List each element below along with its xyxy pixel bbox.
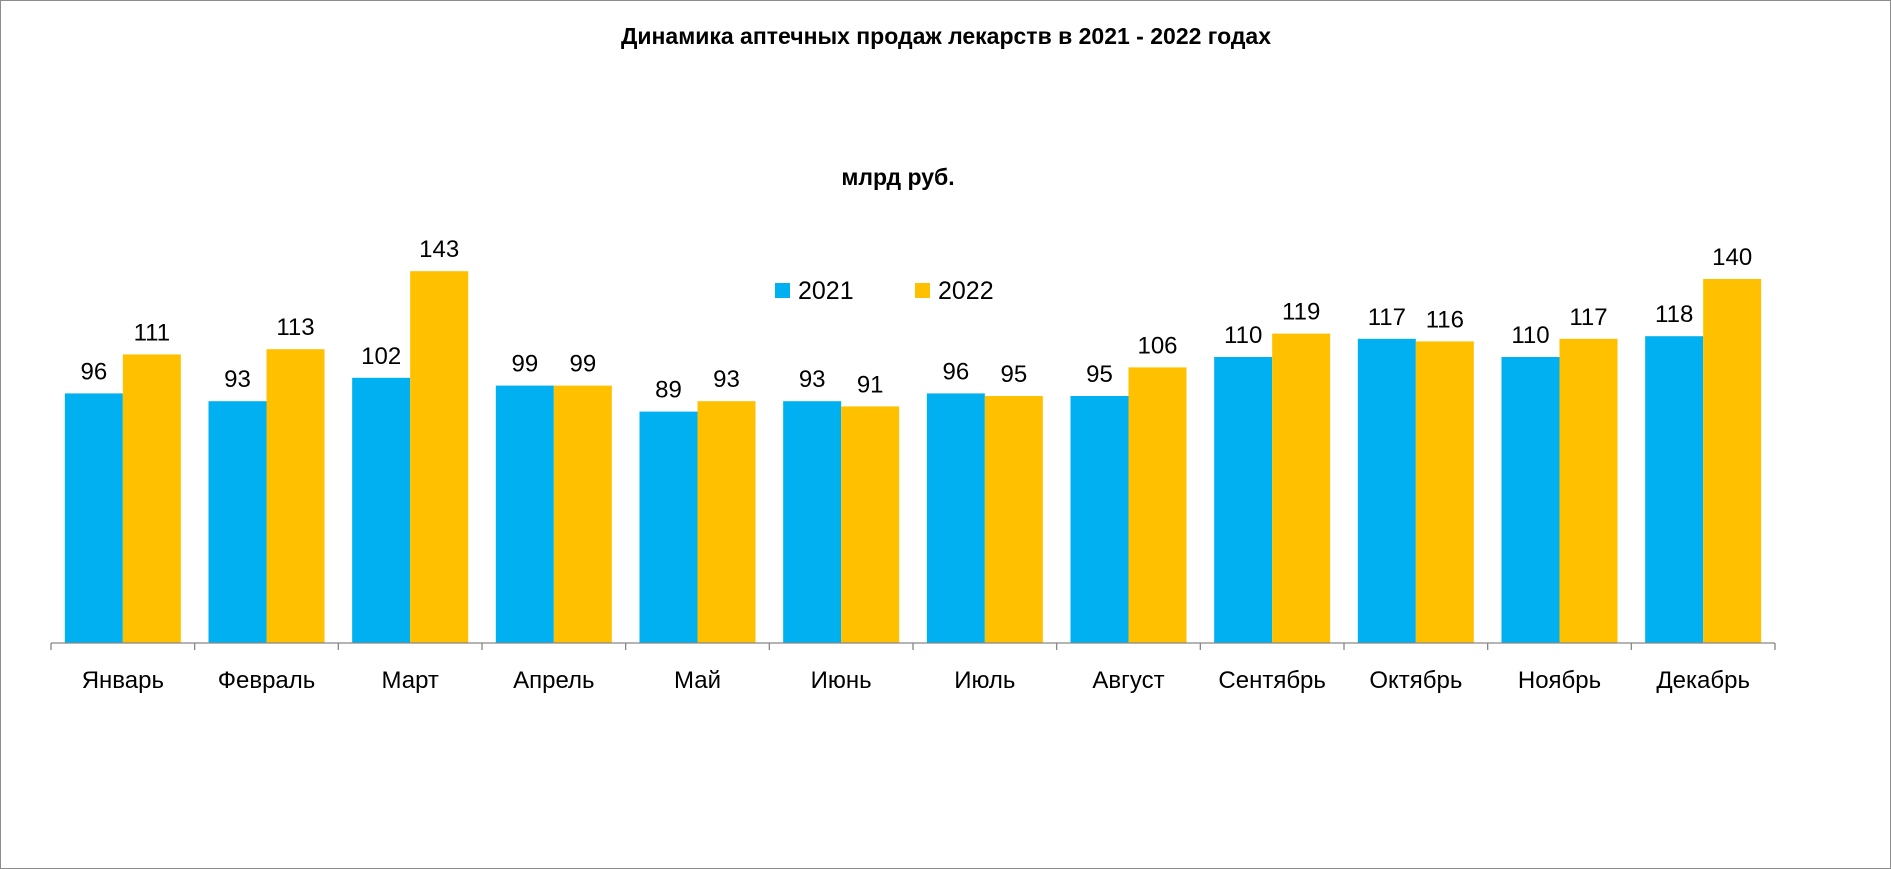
value-label-2022: 95 [1000, 361, 1027, 388]
legend-label-2022: 2022 [938, 277, 994, 305]
value-label-2022: 143 [419, 236, 459, 263]
legend-swatch-2022 [915, 283, 930, 298]
value-label-2022: 93 [713, 366, 740, 393]
value-label-2021: 95 [1086, 361, 1113, 388]
value-label-2021: 102 [361, 343, 401, 370]
x-tick-label: Май [674, 667, 721, 694]
bar-2021 [926, 393, 985, 643]
legend-swatch-2021 [775, 283, 790, 298]
value-label-2022: 119 [1282, 299, 1320, 326]
bar-2021 [1357, 338, 1416, 643]
chart-subtitle: млрд руб. [841, 164, 954, 190]
x-tick-label: Август [1092, 667, 1164, 694]
legend-label-2021: 2021 [798, 277, 854, 305]
chart-title: Динамика аптечных продаж лекарств в 2021… [621, 23, 1271, 49]
x-tick-label: Март [381, 667, 438, 694]
bar-2021 [208, 401, 267, 643]
value-label-2021: 110 [1511, 322, 1549, 349]
value-label-2022: 91 [857, 371, 884, 398]
bar-2022 [984, 396, 1043, 643]
value-label-2021: 118 [1655, 301, 1693, 328]
bar-2021 [1214, 357, 1273, 643]
x-tick-label: Октябрь [1369, 667, 1462, 694]
bar-2022 [410, 271, 469, 643]
value-label-2022: 113 [276, 314, 314, 341]
value-label-2022: 99 [569, 351, 596, 378]
bar-2021 [639, 411, 698, 643]
value-labels-group: 96 111 93 113 102 143 99 99 89 93 93 91 96 95 95 106 110… [80, 236, 1752, 403]
bar-2022 [1128, 367, 1187, 643]
value-label-2022: 117 [1569, 304, 1607, 331]
value-label-2021: 96 [80, 358, 107, 385]
x-tick-label: Апрель [513, 667, 594, 694]
value-label-2021: 89 [655, 377, 682, 404]
bar-2022 [697, 401, 756, 643]
bar-2021 [1501, 357, 1560, 643]
value-label-2021: 96 [942, 358, 969, 385]
x-tick-label: Февраль [218, 667, 316, 694]
bar-2021 [783, 401, 842, 643]
x-tick-label: Сентябрь [1218, 667, 1326, 694]
legend: 2021 2022 [775, 277, 994, 305]
x-tick-label: Ноябрь [1518, 667, 1601, 694]
value-label-2022: 106 [1137, 332, 1177, 359]
value-label-2021: 99 [511, 351, 538, 378]
value-label-2022: 111 [134, 319, 170, 346]
bar-2022 [1272, 333, 1331, 643]
bar-2021 [1070, 396, 1129, 643]
value-label-2021: 93 [799, 366, 826, 393]
bar-2022 [1415, 341, 1474, 643]
bar-2022 [266, 349, 325, 643]
bar-2022 [1703, 279, 1762, 643]
x-tick-label: Июнь [811, 667, 872, 694]
value-label-2022: 140 [1712, 244, 1752, 271]
value-label-2022: 116 [1426, 306, 1464, 333]
bar-2021 [1645, 336, 1704, 643]
bars-group [64, 271, 1762, 643]
bar-2021 [495, 385, 554, 643]
bar-2022 [122, 354, 181, 643]
bar-2021 [64, 393, 123, 643]
value-label-2021: 117 [1368, 304, 1406, 331]
x-tick-label: Июль [954, 667, 1015, 694]
bar-2022 [553, 385, 612, 643]
bar-2022 [1559, 338, 1618, 643]
value-label-2021: 93 [224, 366, 251, 393]
x-tick-label: Декабрь [1656, 667, 1750, 694]
bar-2022 [841, 406, 900, 643]
x-axis: Январь Февраль Март Апрель Май Июнь Июль Август… [50, 642, 1776, 694]
x-tick-label: Январь [82, 667, 164, 694]
value-label-2021: 110 [1224, 322, 1262, 349]
bar-2021 [352, 377, 411, 643]
